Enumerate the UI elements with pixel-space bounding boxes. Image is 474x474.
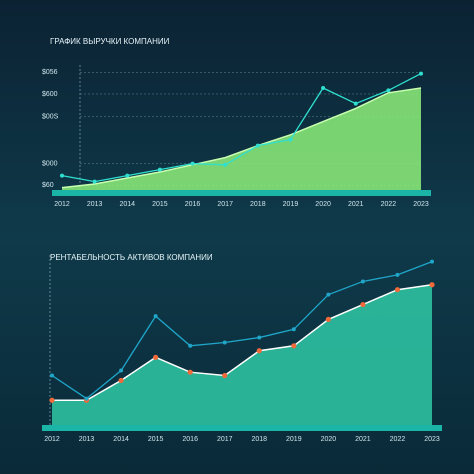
y-tick-label: $600 [42,91,58,98]
x-tick-label: 2019 [286,436,302,443]
point [326,292,331,297]
area-edge [61,87,422,189]
y-tick-label: $056 [42,69,58,76]
point [188,343,193,348]
point [157,167,162,172]
area [52,284,432,425]
point [118,377,124,384]
chart-title: РЕНТАБЕЛЬНОСТЬ АКТИВОВ КОМПАНИИ [50,253,213,262]
x-tick-label: 2022 [381,201,397,208]
line [61,73,422,183]
x-tick-label: 2017 [217,436,233,443]
x-tick-label: 2016 [185,201,201,208]
x-tick-label: 2019 [283,201,299,208]
point [187,369,193,375]
x-tick-label: 2017 [217,201,233,208]
point [386,88,391,93]
point [395,272,400,277]
y-tick-label: $00S [42,114,59,121]
x-tick-label: 2018 [250,201,266,208]
point [92,179,97,184]
x-tick-label: 2023 [413,201,429,208]
x-tick-label: 2022 [390,436,406,443]
point [49,397,55,403]
x-tick-label: 2012 [44,436,60,443]
chart-title: ГРАФИК ВЫРУЧКИ КОМПАНИИ [50,37,170,46]
point [84,396,89,401]
x-tick-label: 2023 [424,436,440,443]
point [257,335,262,340]
point [190,161,195,166]
y-tick-label: $000 [42,160,58,167]
x-tick-label: 2014 [113,436,129,443]
point [255,143,260,148]
line [51,261,433,400]
x-tick-label: 2016 [182,436,198,443]
x-tick-label: 2013 [79,436,95,443]
point [291,327,296,332]
point [222,372,228,379]
x-tick-label: 2018 [251,436,267,443]
x-tick-label: 2014 [119,201,135,208]
point [353,101,358,106]
area [62,88,421,190]
x-tick-label: 2015 [152,201,168,208]
plot-base [52,190,431,196]
x-tick-label: 2013 [87,201,103,208]
point [430,259,434,264]
point [419,71,423,76]
point [291,343,297,349]
point [360,301,366,308]
point [222,340,227,345]
point [153,314,158,319]
point [223,162,228,167]
point [360,279,365,284]
x-tick-label: 2015 [148,436,164,443]
x-tick-label: 2021 [348,201,364,208]
point [321,86,326,90]
point [288,137,293,142]
x-tick-label: 2012 [54,201,70,208]
point [325,316,331,322]
point [125,173,130,178]
x-tick-label: 2021 [355,436,371,443]
plot-base [42,425,442,431]
x-tick-label: 2020 [321,436,337,443]
point [394,287,401,293]
point [256,348,262,354]
point [60,173,64,178]
y-tick-label: $60 [42,182,54,189]
area-edge [52,284,433,401]
point [119,368,124,373]
x-tick-label: 2020 [315,201,331,208]
point [50,373,54,378]
point [429,282,435,288]
point [153,354,159,360]
